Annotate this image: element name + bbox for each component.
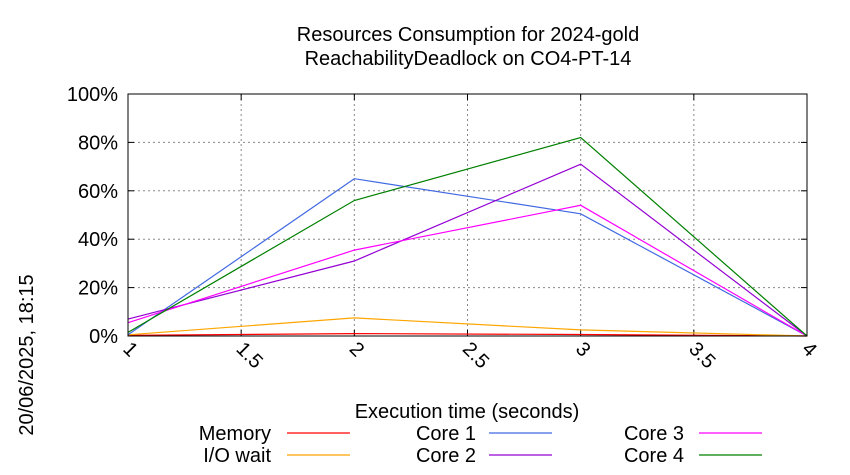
y-tick-label: 40% — [78, 229, 118, 251]
x-tick-label: 1 — [118, 338, 141, 361]
x-tick-label: 3.5 — [684, 338, 719, 373]
axis-ticks: 0% 20% 40% 60% 80% 100% 1 1.5 2 2.5 3 3.5 4 — [67, 84, 821, 373]
y-tick-label: 20% — [78, 278, 118, 300]
chart-subtitle: ReachabilityDeadlock on CO4-PT-14 — [305, 48, 632, 70]
legend-label: Core 3 — [624, 423, 684, 445]
legend-label: I/O wait — [203, 445, 271, 467]
legend-label: Memory — [199, 423, 271, 445]
series-line-core-1 — [127, 178, 808, 337]
y-tick-label: 80% — [78, 132, 118, 154]
legend-label: Core 4 — [624, 445, 684, 467]
y-tick-label: 0% — [89, 326, 118, 348]
series-line-core-4 — [127, 136, 808, 337]
chart-title: Resources Consumption for 2024-gold — [297, 24, 639, 46]
legend-label: Core 2 — [416, 445, 476, 467]
series-line-core-2 — [127, 163, 808, 337]
x-axis-label: Execution time (seconds) — [355, 401, 580, 423]
x-tick-label: 2 — [345, 338, 368, 361]
legend-label: Core 1 — [416, 423, 476, 445]
plot-frame — [127, 93, 808, 337]
x-tick-label: 3 — [571, 338, 594, 361]
x-tick-label: 1.5 — [232, 338, 267, 373]
series-lines — [127, 136, 808, 337]
x-tick-label: 4 — [797, 338, 820, 361]
y-tick-label: 100% — [67, 84, 118, 106]
series-line-memory — [127, 332, 808, 337]
grid — [128, 94, 807, 336]
series-line-i-o-wait — [127, 317, 808, 337]
x-tick-label: 2.5 — [458, 338, 493, 373]
y-tick-label: 60% — [78, 181, 118, 203]
series-line-core-3 — [127, 204, 808, 337]
timestamp-label: 20/06/2025, 18:15 — [16, 274, 38, 435]
